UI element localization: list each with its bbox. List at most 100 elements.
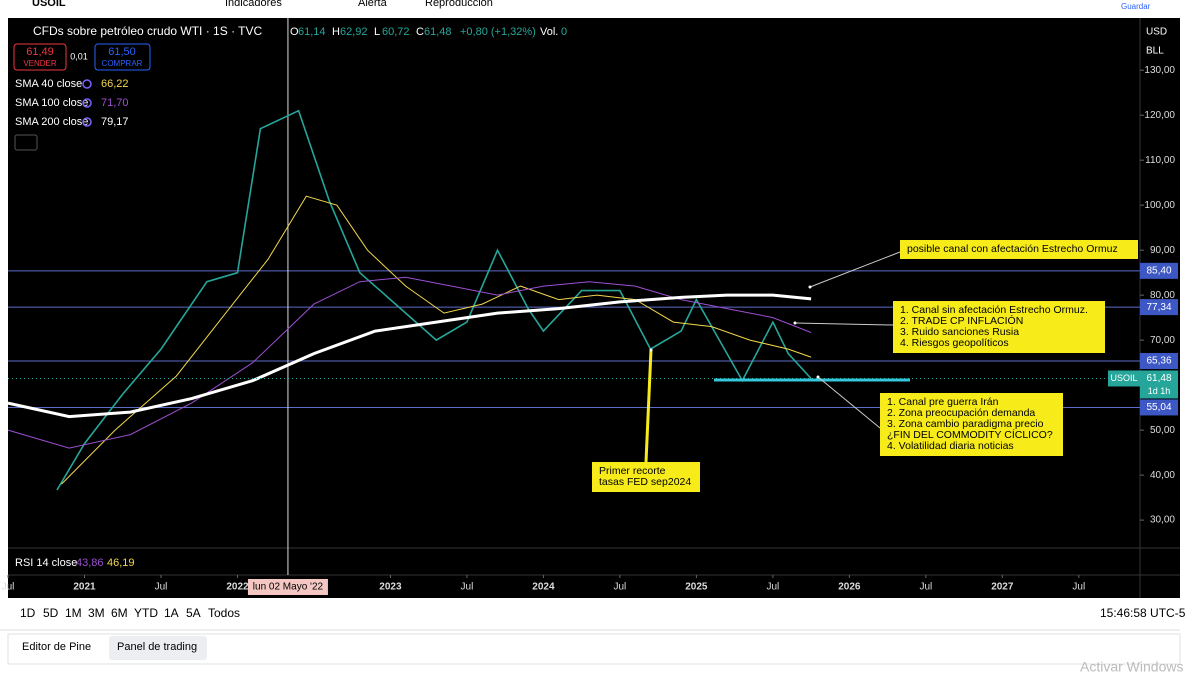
range-button[interactable]: 1M: [65, 606, 82, 620]
ohlc-label: C: [416, 26, 424, 38]
range-button[interactable]: 3M: [88, 606, 105, 620]
change: +0,80 (+1,32%): [460, 26, 536, 38]
annotation-text: 1. Canal pre guerra Irán: [887, 396, 999, 408]
unit[interactable]: BLL: [1146, 46, 1164, 57]
annotation-anchor: [816, 375, 820, 379]
x-tick-label: 2026: [838, 582, 861, 593]
annotation-anchor: [793, 321, 797, 325]
y-tick-label: 70,00: [1150, 335, 1175, 346]
indicator-name: SMA 40 close: [15, 78, 82, 90]
annotation-pointer: [794, 322, 894, 326]
range-button[interactable]: 1A: [164, 606, 179, 620]
ohlc-label: L: [374, 26, 380, 38]
toolbar-button[interactable]: Indicadores: [225, 0, 282, 9]
annotation-text: ¿FIN DEL COMMODITY CÍCLICO?: [887, 428, 1053, 441]
indicator-value: 79,17: [101, 116, 129, 128]
x-tick-label: 2021: [73, 582, 96, 593]
indicator-value: 71,70: [101, 97, 129, 109]
annotation-text: 2. Zona preocupación demanda: [887, 407, 1035, 419]
level-label: 55,04: [1146, 402, 1171, 413]
crosshair-label: lun 02 Mayo '22: [253, 582, 324, 593]
clock: 15:46:58 UTC-5: [1100, 606, 1186, 620]
ohlc-value: 61,48: [424, 26, 452, 38]
indicator-icon[interactable]: [82, 79, 92, 89]
y-tick-label: 110,00: [1145, 155, 1175, 166]
level-tag: [1140, 262, 1178, 279]
level-tag: [1140, 299, 1178, 316]
level-label: 77,34: [1146, 302, 1171, 313]
x-tick-label: Jul: [2, 582, 15, 593]
rsi-value: 43,86: [76, 557, 104, 569]
annotation-box: [893, 301, 1105, 353]
symbol[interactable]: USOIL: [32, 0, 66, 9]
annotation-text: 3. Zona cambio paradigma precio: [887, 418, 1044, 430]
toolbar-button[interactable]: Alerta: [358, 0, 388, 9]
y-tick-label: 40,00: [1150, 470, 1175, 481]
toolbar-button[interactable]: Reproducción: [425, 0, 493, 9]
range-button[interactable]: 6M: [111, 606, 128, 620]
sell-label[interactable]: VENDER: [23, 59, 57, 68]
annotation-pointer: [817, 376, 881, 429]
annotation-box: [880, 393, 1063, 456]
range-button[interactable]: 1D: [20, 606, 36, 620]
annotation-text: tasas FED sep2024: [599, 476, 691, 488]
buy-button[interactable]: [94, 43, 151, 71]
save-button[interactable]: Guardar: [1121, 2, 1151, 11]
ohlc-label: H: [332, 26, 340, 38]
volume-label: Vol.: [540, 26, 558, 38]
x-tick-label: 2022: [226, 582, 249, 593]
x-tick-label: Jul: [461, 582, 474, 593]
volume: 0: [561, 26, 567, 38]
indicator-value: 66,22: [101, 78, 129, 90]
rsi-name: RSI 14 close: [15, 557, 77, 569]
watermark: Activar Windows: [1080, 659, 1183, 675]
annotation-anchor: [649, 348, 653, 352]
y-tick-label: 100,00: [1144, 200, 1175, 211]
x-tick-label: 2023: [379, 582, 402, 593]
annotation-box: [592, 462, 700, 492]
annotation-text: 4. Riesgos geopolíticos: [900, 337, 1009, 349]
buy-price[interactable]: 61,50: [108, 46, 136, 58]
range-button[interactable]: 5D: [43, 606, 59, 620]
ohlc-value: 60,72: [382, 26, 410, 38]
sma-line: [61, 195, 812, 485]
currency[interactable]: USD: [1146, 27, 1167, 38]
tab[interactable]: Panel de trading: [117, 641, 197, 653]
y-tick-label: 80,00: [1150, 290, 1175, 301]
range-button[interactable]: 5A: [186, 606, 201, 620]
x-tick-label: Jul: [919, 582, 932, 593]
range-button[interactable]: YTD: [134, 606, 158, 620]
sell-price[interactable]: 61,49: [26, 46, 54, 58]
level-tag: [1140, 353, 1178, 370]
y-tick-label: 50,00: [1150, 425, 1175, 436]
annotation-text: 3. Ruido sanciones Rusia: [900, 326, 1019, 338]
tab-active[interactable]: [109, 636, 207, 660]
indicator-icon[interactable]: [82, 117, 92, 127]
x-tick-label: Jul: [613, 582, 626, 593]
price-tag-label: 61,48: [1146, 373, 1171, 384]
y-tick-label: 120,00: [1144, 110, 1175, 121]
y-tick-label: 30,00: [1150, 515, 1175, 526]
crosshair-tag: [247, 579, 328, 595]
chart-legend-title: CFDs sobre petróleo crudo WTI · 1S · TVC: [33, 24, 263, 38]
sma-line: [7, 276, 812, 449]
ohlc-label: O: [290, 26, 299, 38]
buy-label[interactable]: COMPRAR: [102, 59, 143, 68]
level-label: 85,40: [1146, 265, 1171, 276]
annotation-anchor: [808, 285, 812, 289]
collapse-button[interactable]: [14, 134, 38, 151]
rsi-value: 46,19: [107, 557, 135, 569]
annotation-text: 4. Volatilidad diaria noticias: [887, 440, 1014, 452]
level-label: 65,36: [1146, 356, 1171, 367]
spread: 0,01: [70, 51, 88, 61]
x-tick-label: 2025: [685, 582, 708, 593]
annotation-text: 1. Canal sin afectación Estrecho Ormuz.: [900, 304, 1088, 316]
x-tick-label: Jul: [766, 582, 779, 593]
sell-button[interactable]: [13, 43, 67, 71]
indicator-icon[interactable]: [82, 98, 92, 108]
symbol-tag: [1108, 370, 1140, 387]
range-button[interactable]: Todos: [208, 606, 240, 620]
x-tick-label: Jul: [1072, 582, 1085, 593]
tab[interactable]: Editor de Pine: [22, 641, 91, 653]
annotation-box: [900, 240, 1138, 259]
